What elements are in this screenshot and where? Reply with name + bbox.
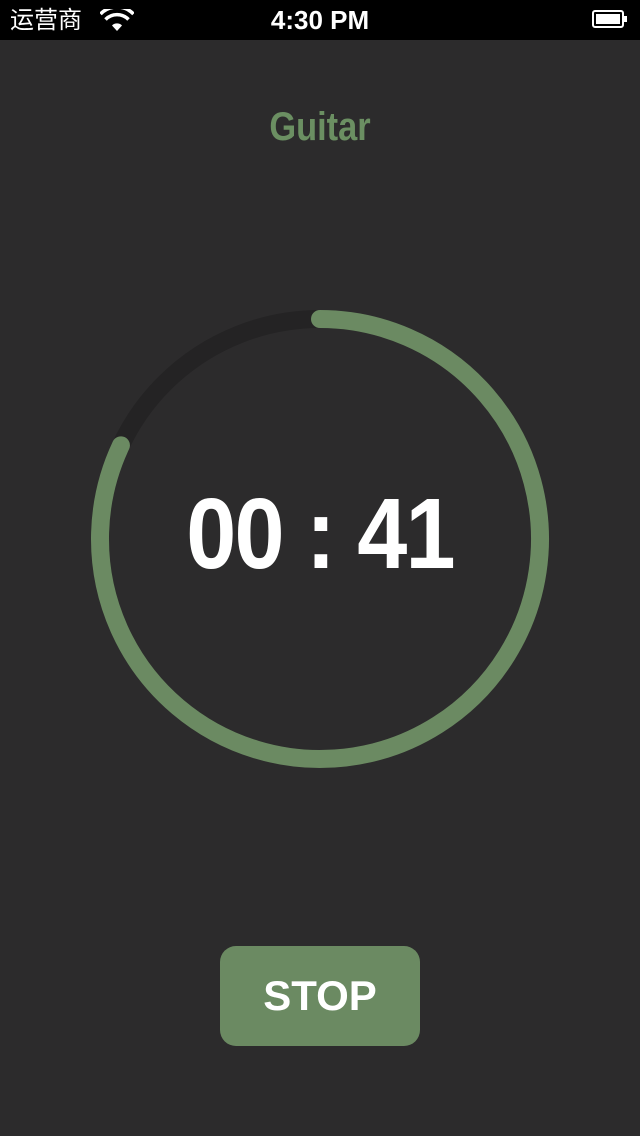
carrier-label: 运营商	[10, 6, 82, 34]
ring-progress-arc	[91, 310, 549, 768]
timer-progress-ring	[91, 310, 549, 768]
timer-display: 00 : 41	[186, 478, 455, 590]
status-time: 4:30 PM	[270, 5, 370, 35]
wifi-icon	[100, 9, 134, 31]
status-bar: 运营商 4:30 PM	[0, 0, 640, 40]
activity-title: Guitar	[269, 105, 371, 149]
stop-button[interactable]: STOP	[220, 946, 420, 1046]
battery-icon	[592, 10, 627, 28]
